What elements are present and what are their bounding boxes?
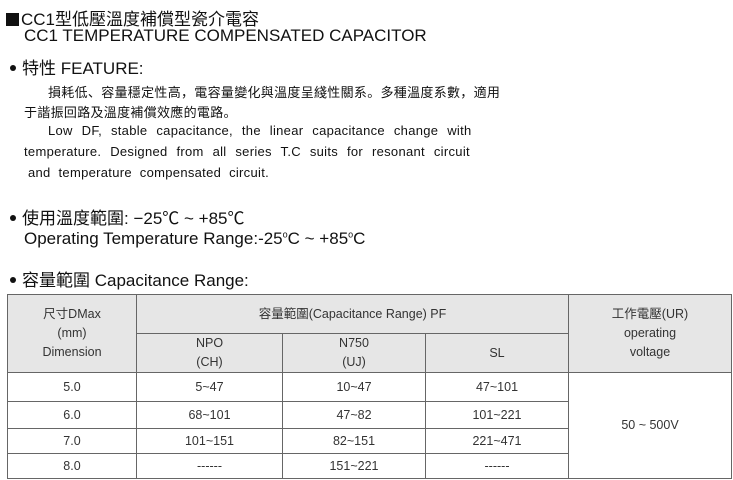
bullet-icon	[10, 277, 16, 283]
title-en: CC1 TEMPERATURE COMPENSATED CAPACITOR	[24, 26, 427, 45]
feature-heading: 特性 FEATURE:	[10, 54, 144, 79]
temperature-heading: 使用溫度範圍: −25℃ ~ +85℃	[10, 204, 245, 229]
feature-en-1: Low DF, stable capacitance, the linear c…	[48, 123, 472, 138]
cell: 5~47	[136, 372, 283, 402]
cell: 6.0	[7, 401, 137, 429]
feature-cn-2: 于諧振回路及溫度補償效應的電路。	[24, 105, 237, 120]
table-row: 7.0 101~151 82~151 221~471	[7, 428, 732, 454]
column-sl: SL	[425, 333, 569, 373]
cell: ------	[425, 453, 569, 479]
voltage-value: 50 ~ 500V	[568, 372, 732, 479]
table-row: 5.0 5~47 10~47 47~101 50 ~ 500V	[7, 372, 732, 479]
feature-cn-1: 損耗低、容量穩定性高，電容量變化與溫度呈綫性關系。多種溫度系數，適用	[48, 85, 501, 100]
column-n750: N750 (UJ)	[282, 333, 426, 373]
cell: 47~82	[282, 401, 426, 429]
cell: 7.0	[7, 428, 137, 454]
cell: 151~221	[282, 453, 426, 479]
capacitance-heading: 容量範圍 Capacitance Range:	[10, 266, 249, 291]
cell: 8.0	[7, 453, 137, 479]
voltage-header: 工作電壓(UR) operating voltage	[568, 294, 732, 373]
cell: 82~151	[282, 428, 426, 454]
cell: ------	[136, 453, 283, 479]
column-npo: NPO (CH)	[136, 333, 283, 373]
cell: 101~151	[136, 428, 283, 454]
square-bullet-icon	[6, 13, 19, 26]
title-cn: CC1型低壓溫度補償型瓷介電容	[6, 5, 259, 30]
feature-en-2: temperature. Designed from all series T.…	[24, 144, 470, 159]
cell: 101~221	[425, 401, 569, 429]
bullet-icon	[10, 215, 16, 221]
cell: 221~471	[425, 428, 569, 454]
range-header: 容量範圍(Capacitance Range) PF	[136, 294, 569, 334]
dimension-header: 尺寸DMax (mm) Dimension	[7, 294, 137, 373]
temperature-en: Operating Temperature Range:-25oC ~ +85o…	[24, 229, 366, 248]
cell: 10~47	[282, 372, 426, 402]
cell: 5.0	[7, 372, 137, 402]
table-row: 8.0 ------ 151~221 ------	[7, 453, 732, 479]
table-row: 6.0 68~101 47~82 101~221	[7, 401, 732, 429]
cell: 68~101	[136, 401, 283, 429]
bullet-icon	[10, 65, 16, 71]
cell: 47~101	[425, 372, 569, 402]
feature-en-3: and temperature compensated circuit.	[28, 165, 270, 180]
capacitance-table: 尺寸DMax (mm) Dimension 容量範圍(Capacitance Ran…	[7, 294, 732, 479]
